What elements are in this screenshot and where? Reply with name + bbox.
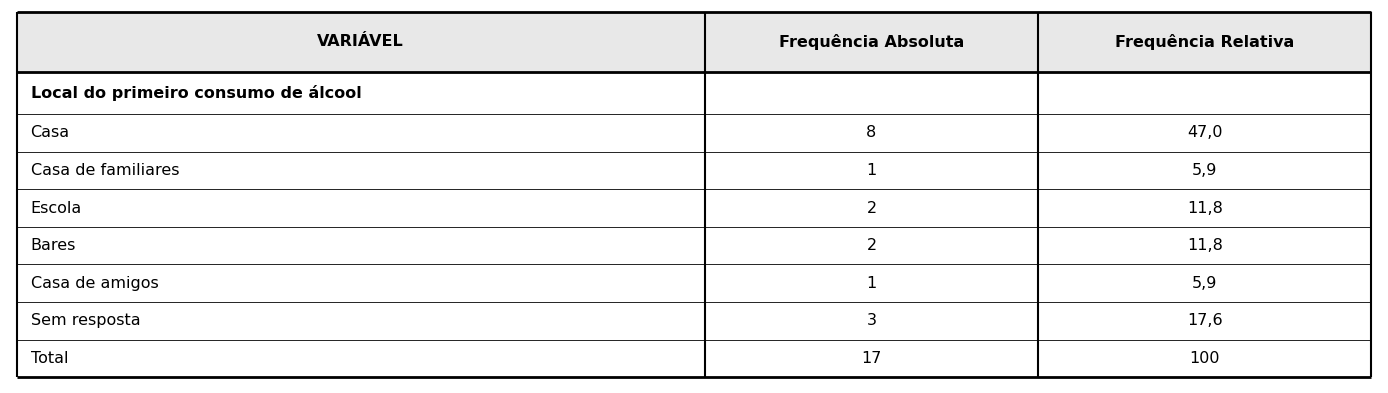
Text: 2: 2 [866,238,877,253]
Text: 5,9: 5,9 [1192,163,1217,178]
Text: Casa de familiares: Casa de familiares [31,163,179,178]
Text: Casa: Casa [31,125,69,140]
Text: 5,9: 5,9 [1192,276,1217,291]
Text: 8: 8 [866,125,877,140]
Text: 1: 1 [866,276,877,291]
Text: Escola: Escola [31,200,82,215]
Text: Frequência Absoluta: Frequência Absoluta [779,34,965,50]
Text: 100: 100 [1190,351,1220,366]
Text: 1: 1 [866,163,877,178]
Text: 47,0: 47,0 [1187,125,1223,140]
Text: 11,8: 11,8 [1187,238,1223,253]
Text: Casa de amigos: Casa de amigos [31,276,158,291]
Text: Total: Total [31,351,68,366]
Text: 11,8: 11,8 [1187,200,1223,215]
Text: VARIÁVEL: VARIÁVEL [318,35,404,50]
Text: 17,6: 17,6 [1187,313,1223,329]
Text: Local do primeiro consumo de álcool: Local do primeiro consumo de álcool [31,85,361,101]
Text: 17: 17 [862,351,881,366]
Text: Sem resposta: Sem resposta [31,313,140,329]
Bar [17,12,1371,72]
Text: 3: 3 [866,313,876,329]
Text: Bares: Bares [31,238,76,253]
Text: 2: 2 [866,200,877,215]
Text: Frequência Relativa: Frequência Relativa [1115,34,1295,50]
